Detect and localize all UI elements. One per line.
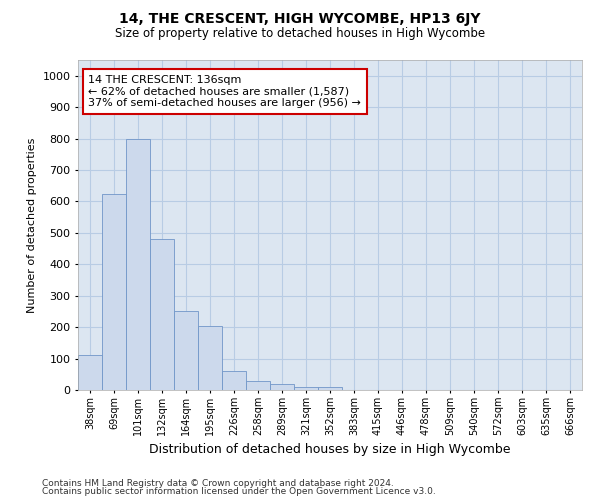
Bar — [103, 194, 125, 390]
Bar — [223, 371, 245, 390]
Text: Size of property relative to detached houses in High Wycombe: Size of property relative to detached ho… — [115, 28, 485, 40]
Bar — [175, 312, 197, 390]
Bar — [127, 138, 149, 390]
Text: 14 THE CRESCENT: 136sqm
← 62% of detached houses are smaller (1,587)
37% of semi: 14 THE CRESCENT: 136sqm ← 62% of detache… — [88, 75, 361, 108]
X-axis label: Distribution of detached houses by size in High Wycombe: Distribution of detached houses by size … — [149, 444, 511, 456]
Bar — [247, 380, 269, 390]
Bar — [271, 384, 293, 390]
Bar — [199, 326, 221, 390]
Text: Contains HM Land Registry data © Crown copyright and database right 2024.: Contains HM Land Registry data © Crown c… — [42, 478, 394, 488]
Bar — [319, 387, 341, 390]
Text: Contains public sector information licensed under the Open Government Licence v3: Contains public sector information licen… — [42, 487, 436, 496]
Bar — [79, 356, 101, 390]
Text: 14, THE CRESCENT, HIGH WYCOMBE, HP13 6JY: 14, THE CRESCENT, HIGH WYCOMBE, HP13 6JY — [119, 12, 481, 26]
Bar — [295, 387, 317, 390]
Bar — [151, 239, 173, 390]
Y-axis label: Number of detached properties: Number of detached properties — [27, 138, 37, 312]
